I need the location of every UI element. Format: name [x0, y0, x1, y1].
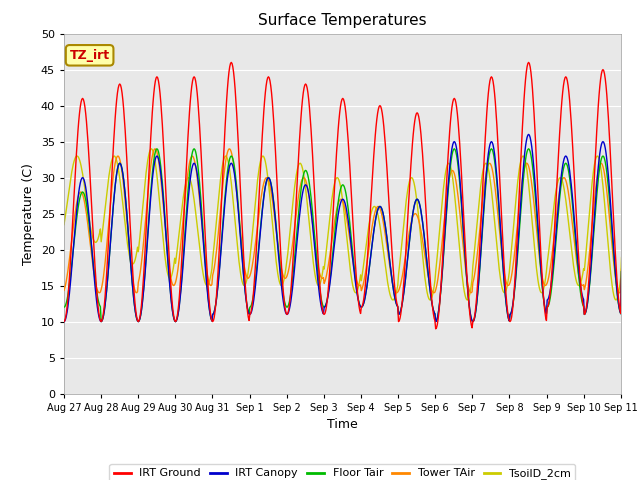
Y-axis label: Temperature (C): Temperature (C) — [22, 163, 35, 264]
Title: Surface Temperatures: Surface Temperatures — [258, 13, 427, 28]
Legend: IRT Ground, IRT Canopy, Floor Tair, Tower TAir, TsoilD_2cm: IRT Ground, IRT Canopy, Floor Tair, Towe… — [109, 464, 575, 480]
X-axis label: Time: Time — [327, 418, 358, 431]
Text: TZ_irt: TZ_irt — [70, 49, 109, 62]
